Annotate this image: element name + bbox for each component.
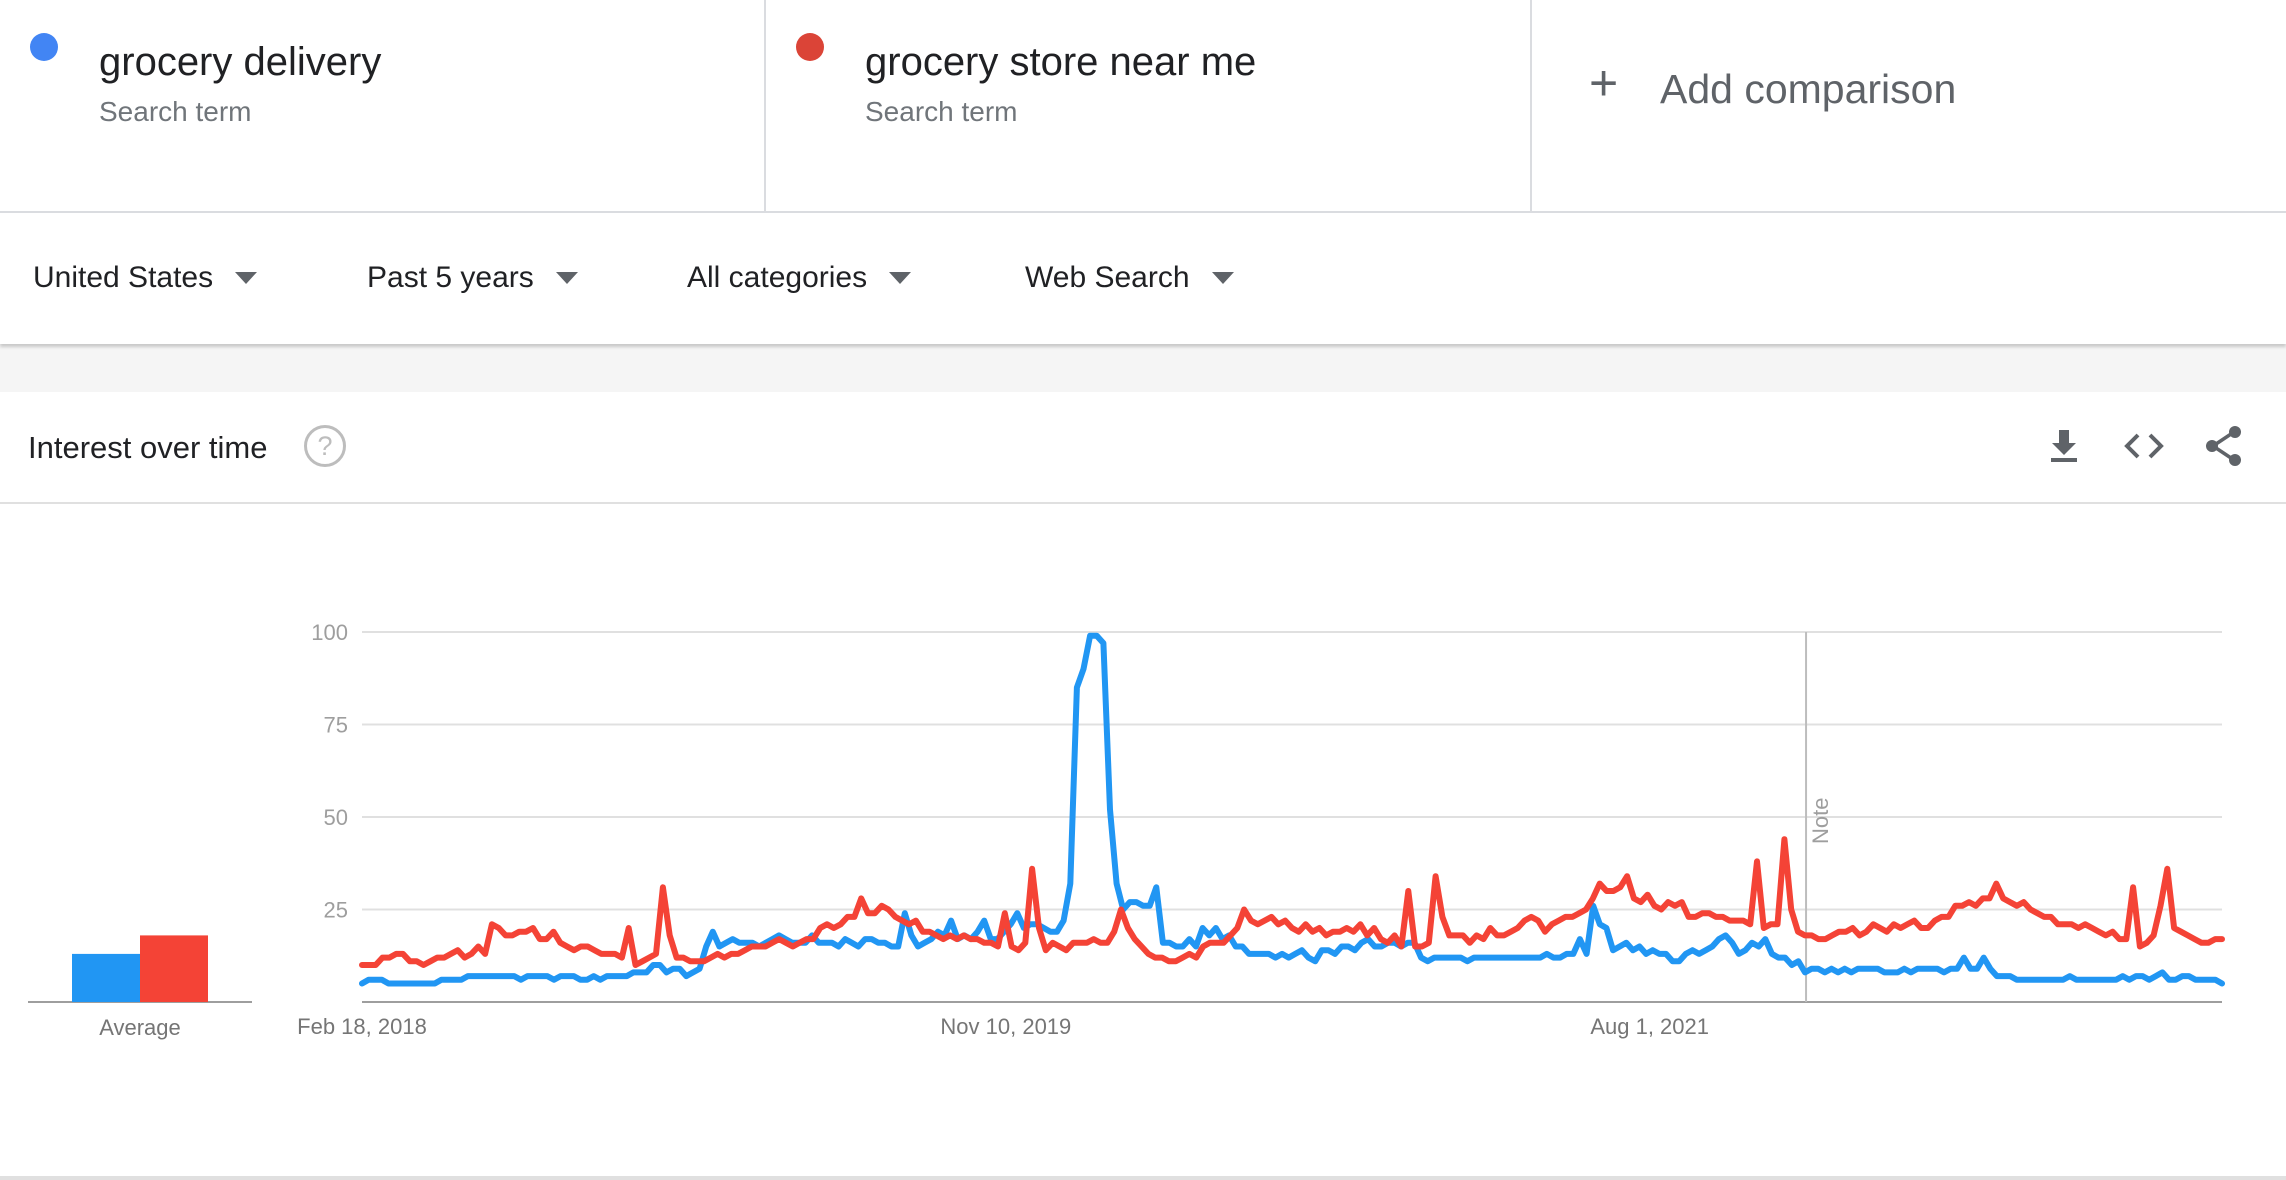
plus-icon: + <box>1589 55 1619 111</box>
x-tick-label: Nov 10, 2019 <box>940 1014 1071 1039</box>
term-type: Search term <box>865 96 1018 127</box>
add-comparison-button[interactable]: + Add comparison <box>1532 0 2286 211</box>
y-tick-label: 25 <box>324 898 348 923</box>
term-name: grocery store near me <box>865 40 1257 84</box>
term-card-grocery-delivery[interactable]: grocery delivery Search term <box>0 0 766 211</box>
y-tick-label: 100 <box>311 620 348 645</box>
card-bottom-border <box>0 1176 2286 1180</box>
share-icon[interactable] <box>2200 422 2248 470</box>
caret-down-icon <box>555 272 578 284</box>
chart-grid: 25 50 75 100 Note <box>311 620 2222 1003</box>
filter-bar: United States Past 5 years All categorie… <box>0 213 2286 344</box>
series-line-2 <box>359 836 2225 968</box>
average-bar-1 <box>72 953 140 1002</box>
card-title: Interest over time <box>28 430 268 465</box>
x-axis-labels: Feb 18, 2018 Nov 10, 2019 Aug 1, 2021 <box>297 1014 1709 1039</box>
help-icon[interactable]: ? <box>304 425 346 467</box>
average-bar-2 <box>140 935 208 1002</box>
term-name: grocery delivery <box>99 40 382 84</box>
add-comparison-label: Add comparison <box>1660 66 1957 112</box>
card-header: Interest over time ? <box>0 392 2286 504</box>
category-value: All categories <box>687 261 868 294</box>
embed-icon[interactable] <box>2120 422 2168 470</box>
region-dropdown[interactable]: United States <box>33 261 258 295</box>
caret-down-icon <box>1211 272 1234 284</box>
category-dropdown[interactable]: All categories <box>687 261 912 295</box>
interest-over-time-chart[interactable]: 25 50 75 100 Note Average Feb 18, 2018 Nov 10… <box>0 504 2286 1176</box>
chart-series <box>359 632 2225 987</box>
time-range-value: Past 5 years <box>367 261 534 294</box>
term-card-grocery-store-near-me[interactable]: grocery store near me Search term <box>766 0 1532 211</box>
term-color-dot <box>796 33 824 61</box>
average-bars: Average <box>28 935 252 1040</box>
interest-over-time-card: Interest over time ? 25 50 75 100 Note Avera… <box>0 392 2286 1180</box>
compare-terms-bar: grocery delivery Search term grocery sto… <box>0 0 2286 213</box>
term-type: Search term <box>99 96 252 127</box>
term-color-dot <box>30 33 58 61</box>
average-label: Average <box>99 1015 181 1040</box>
x-tick-label: Aug 1, 2021 <box>1590 1014 1709 1039</box>
x-tick-label: Feb 18, 2018 <box>297 1014 427 1039</box>
section-gap <box>0 344 2286 392</box>
caret-down-icon <box>889 272 912 284</box>
caret-down-icon <box>235 272 258 284</box>
time-range-dropdown[interactable]: Past 5 years <box>367 261 578 295</box>
series-line-1 <box>359 632 2225 987</box>
y-tick-label: 75 <box>324 713 348 738</box>
download-icon[interactable] <box>2040 422 2088 470</box>
search-type-dropdown[interactable]: Web Search <box>1025 261 1234 295</box>
region-value: United States <box>33 261 214 294</box>
y-tick-label: 50 <box>324 805 348 830</box>
search-type-value: Web Search <box>1025 261 1190 294</box>
note-label: Note <box>1808 798 1833 844</box>
